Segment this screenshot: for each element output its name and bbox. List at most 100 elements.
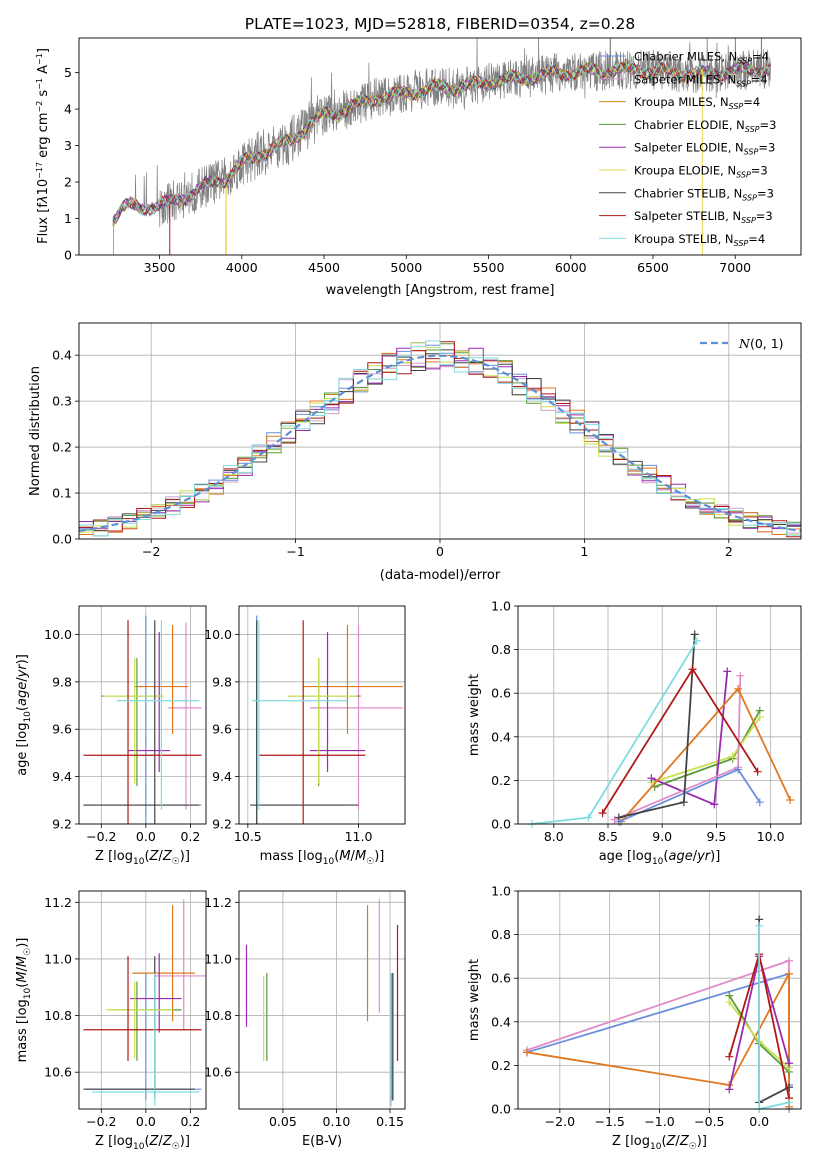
mass-weight-series-line	[614, 675, 742, 821]
mass_vs_Z-y-tick-label: 11.0	[44, 951, 72, 966]
residuals-y-tick-label: 0.1	[52, 486, 72, 501]
age_vs_Z-axes-frame	[78, 605, 207, 825]
residuals-x-tick-label: 2	[725, 544, 733, 559]
mass_vs_EBV-y-tick-label: 11.0	[204, 951, 232, 966]
age_vs_Z-x-tick-label: 0.0	[136, 829, 156, 844]
residual-plot-area	[79, 340, 801, 538]
legend-entry-label: Chabrier STELIB, NSSP=3	[634, 186, 774, 202]
spectrum-y-tick-label: 2	[64, 175, 72, 190]
mass_weight_vs_age-y-tick-label: 0.4	[491, 729, 511, 744]
mass-weight-vs-age-panel: 8.0 8.5 9.0 9.5 10.0 0.0 0.2 0.4 0.6 0.8 1.0 age [l…	[467, 599, 802, 867]
mass-weight-point-marker	[522, 1048, 531, 1057]
mass-weight-point-marker	[755, 921, 764, 930]
age_vs_Z-y-tick-label: 9.2	[52, 817, 72, 832]
mass_weight_vs_age-y-label: mass weight	[467, 674, 482, 756]
mass_vs_EBV-x-tick-label: 0.15	[376, 1114, 404, 1129]
age_vs_Z-y-tick-label: 9.8	[52, 674, 72, 689]
mass-weight-series-line	[526, 959, 790, 1107]
residuals-y-tick-label: 0.2	[52, 440, 72, 455]
spectrum-x-tick-label: 6000	[555, 260, 587, 275]
mass_vs_Z-x-tick-label: 0.0	[136, 1114, 156, 1129]
age_vs_mass-y-tick-label: 10.0	[204, 627, 232, 642]
age_vs_Z-y-tick-label: 9.6	[52, 722, 72, 737]
age_vs_Z-y-label: age [log10(age/yr)]	[15, 654, 33, 776]
age_vs_Z-y-tick-label: 9.4	[52, 769, 72, 784]
mass_weight_vs_Z-y-tick-label: 0.6	[491, 971, 511, 986]
age_vs_mass-y-tick-label: 9.6	[212, 722, 232, 737]
mass-weight-point-marker	[610, 815, 619, 824]
spectrum-x-tick-label: 4000	[226, 260, 258, 275]
mass_weight_vs_Z-y-label: mass weight	[467, 959, 482, 1041]
spectrum-x-label: wavelength [Angstrom, rest frame]	[326, 283, 555, 298]
residuals-y-tick-label: 0.4	[52, 348, 72, 363]
observed-spectrum-line	[112, 38, 771, 255]
mass-weight-point-marker	[692, 636, 701, 645]
mass_weight_vs_age-x-tick-label: 10.0	[757, 829, 785, 844]
mass_vs_Z-y-tick-label: 10.6	[44, 1065, 72, 1080]
mass-weight-point-marker	[736, 671, 745, 680]
spectrum-y-label: Flux [fλ10−17 erg cm−2 s−1 A−1]	[35, 48, 51, 244]
legend-entry-label: Salpeter STELIB, NSSP=3	[634, 209, 773, 225]
age_vs_Z-x-tick-label: −0.2	[86, 829, 116, 844]
model-spectrum-line	[225, 59, 703, 255]
mass_weight_vs_age-y-tick-label: 1.0	[491, 599, 511, 614]
residuals-x-tick-label: 0	[436, 544, 444, 559]
spectrum-y-tick-label: 1	[64, 211, 72, 226]
mass-weight-point-marker	[614, 813, 623, 822]
mass_weight_vs_age-x-label: age [log10(age/yr)]	[599, 849, 721, 867]
residual-axes-frame	[78, 322, 802, 540]
mass_weight_vs_age-y-tick-label: 0.2	[491, 773, 511, 788]
spectrum-y-tick-label: 0	[64, 248, 72, 263]
mass-weight-vs-metallicity-panel: −2.0 −1.5 −1.0 −0.5 0.0 0.0 0.2 0.4 0.6 0.8 1.0 Z […	[467, 884, 802, 1152]
spectrum-y-tick-label: 4	[64, 102, 72, 117]
spectrum-y-tick-label: 5	[64, 65, 72, 80]
mass_vs_Z-y-tick-label: 11.2	[44, 895, 72, 910]
mass_vs_EBV-axes-frame	[238, 890, 406, 1110]
age_vs_mass-x-label: mass [log10(M/M☉)]	[260, 849, 385, 867]
age_vs_mass-x-tick-label: 11.0	[345, 829, 373, 844]
residual-histogram-line	[79, 340, 801, 537]
residuals-y-tick-label: 0.3	[52, 394, 72, 409]
legend-entry-label: Kroupa ELODIE, NSSP=3	[634, 164, 768, 180]
mass-vs-extinction-panel: 0.05 0.10 0.15 10.6 10.8 11.0 11.2 E(B-V)	[204, 890, 406, 1149]
mass-weight-point-marker	[647, 774, 656, 783]
mass_weight_vs_Z-y-tick-label: 1.0	[491, 884, 511, 899]
mass-weight-point-marker	[690, 630, 699, 639]
mass_weight_vs_age-x-tick-label: 8.0	[544, 829, 564, 844]
legend-entry-label: Chabrier ELODIE, NSSP=3	[634, 118, 776, 134]
mass-weight-point-marker	[584, 813, 593, 822]
legend-entry-label: Salpeter MILES, NSSP=4	[634, 72, 768, 88]
age_vs_Z-plot-area	[83, 615, 202, 824]
spectrum-axes-frame	[78, 37, 802, 256]
legend-entry-label: Kroupa MILES, NSSP=4	[634, 95, 760, 111]
mass-weight-point-marker	[725, 1085, 734, 1094]
mass_weight_vs_age-axes-frame	[517, 605, 802, 825]
mass-weight-point-marker	[723, 667, 732, 676]
spectrum-panel: PLATE=1023, MJD=52818, FIBERID=0354, z=0…	[35, 15, 802, 298]
age_vs_mass-y-tick-label: 9.8	[212, 674, 232, 689]
mass-vs-metallicity-panel: −0.2 0.0 0.2 10.6 10.8 11.0 11.2 Z [log10(Z/Z☉)…	[15, 890, 207, 1152]
mass_weight_vs_Z-x-tick-label: −2.0	[545, 1114, 575, 1129]
mass-weight-point-marker	[734, 684, 743, 693]
mass_weight_vs_age-x-tick-label: 8.5	[598, 829, 618, 844]
spectrum-plot-area	[112, 38, 771, 255]
mass-weight-series-line	[618, 768, 761, 823]
mass_vs_Z-x-tick-label: −0.2	[86, 1114, 116, 1129]
mass_weight_vs_Z-y-tick-label: 0.0	[491, 1102, 511, 1117]
residuals-y-tick-label: 0.0	[52, 532, 72, 547]
spectrum-x-tick-label: 5000	[390, 260, 422, 275]
mass_vs_Z-plot-area	[83, 899, 206, 1107]
mass-weight-point-marker	[785, 956, 794, 965]
mass_weight_vs_Z-y-tick-label: 0.8	[491, 927, 511, 942]
legend-entry-label: Chabrier MILES, NSSP=4	[634, 50, 769, 66]
age_vs_mass-axes-frame	[238, 605, 406, 825]
spectrum-y-tick-label: 3	[64, 138, 72, 153]
age_vs_mass-plot-area	[250, 615, 403, 824]
mass_weight_vs_age-x-tick-label: 9.5	[706, 829, 726, 844]
mass-weight-point-marker	[725, 998, 734, 1007]
residuals-x-tick-label: 1	[580, 544, 588, 559]
mass-weight-point-marker	[598, 809, 607, 818]
mass_vs_EBV-y-tick-label: 10.6	[204, 1065, 232, 1080]
mass-weight-series-line	[526, 972, 790, 1109]
